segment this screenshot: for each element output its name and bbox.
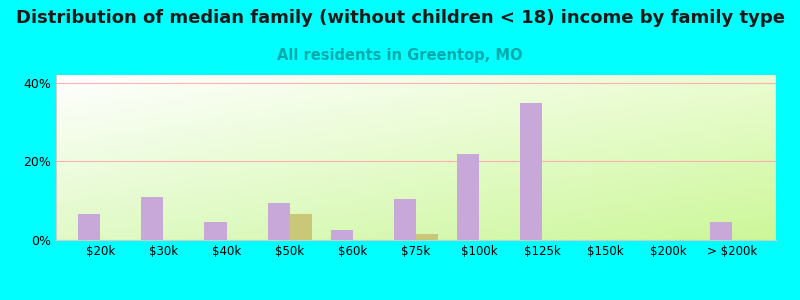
Bar xyxy=(520,103,542,240)
Bar xyxy=(205,222,226,240)
Bar xyxy=(330,230,353,240)
Bar xyxy=(290,214,312,240)
Bar xyxy=(267,203,290,240)
Bar xyxy=(394,199,416,240)
Bar xyxy=(142,197,163,240)
Bar xyxy=(416,234,438,240)
Bar xyxy=(457,154,479,240)
Text: All residents in Greentop, MO: All residents in Greentop, MO xyxy=(278,48,522,63)
Bar xyxy=(78,214,100,240)
Bar xyxy=(710,222,732,240)
Text: Distribution of median family (without children < 18) income by family type: Distribution of median family (without c… xyxy=(15,9,785,27)
